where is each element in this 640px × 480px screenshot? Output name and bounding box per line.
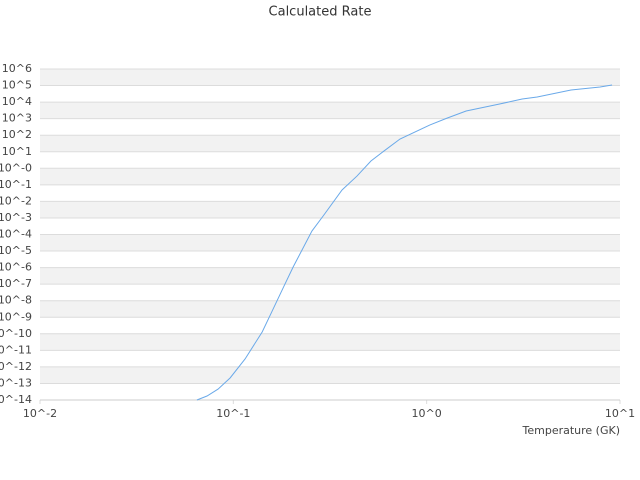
y-tick-label: 10^4: [2, 95, 32, 108]
x-tick-label: 10^-1: [216, 407, 250, 420]
grid-band: [40, 135, 620, 152]
grid-band: [40, 267, 620, 285]
grid-band: [40, 201, 620, 218]
y-tick-label: 10^-14: [0, 393, 32, 406]
x-tick-label: 10^-2: [23, 407, 57, 420]
grid-band: [40, 118, 620, 136]
y-tick-label: 10^1: [2, 145, 32, 158]
y-tick-label: 10^-0: [0, 161, 32, 174]
x-tick-label: 10^0: [412, 407, 442, 420]
grid-band: [40, 284, 620, 301]
y-tick-label: 10^-10: [0, 327, 32, 340]
y-tick-label: 10^-3: [0, 211, 32, 224]
grid-band: [40, 350, 620, 367]
grid-band: [40, 69, 620, 86]
grid-band: [40, 333, 620, 351]
y-tick-label: 10^-8: [0, 294, 32, 307]
y-tick-label: 10^-12: [0, 360, 32, 373]
grid-band: [40, 251, 620, 268]
grid-band: [40, 300, 620, 318]
y-tick-label: 10^-9: [0, 310, 32, 323]
y-tick-label: 10^2: [2, 128, 32, 141]
grid-band: [40, 383, 620, 400]
x-axis-label: Temperature (GK): [522, 424, 621, 437]
grid-band: [40, 102, 620, 119]
y-tick-label: 10^-6: [0, 261, 32, 274]
chart-title: Calculated Rate: [269, 5, 372, 20]
y-tick-label: 10^-5: [0, 244, 32, 257]
y-tick-label: 10^-11: [0, 343, 32, 356]
x-tick-label: 10^1: [605, 407, 635, 420]
y-tick-label: 10^6: [2, 62, 32, 75]
bands: [40, 69, 620, 400]
y-tick-label: 10^-4: [0, 228, 32, 241]
grid-band: [40, 151, 620, 169]
grid-band: [40, 168, 620, 185]
grid-band: [40, 317, 620, 334]
grid-band: [40, 184, 620, 202]
y-tick-label: 10^-2: [0, 194, 32, 207]
grid-band: [40, 217, 620, 235]
y-tick-label: 10^5: [2, 79, 32, 92]
line-series: [196, 84, 613, 401]
grid-band: [40, 85, 620, 103]
y-tick-label: 10^-13: [0, 376, 32, 389]
y-tick-label: 10^3: [2, 112, 32, 125]
y-tick-label: 10^-7: [0, 277, 32, 290]
y-tick-label: 10^-1: [0, 178, 32, 191]
grid-band: [40, 366, 620, 384]
grid-band: [40, 234, 620, 252]
